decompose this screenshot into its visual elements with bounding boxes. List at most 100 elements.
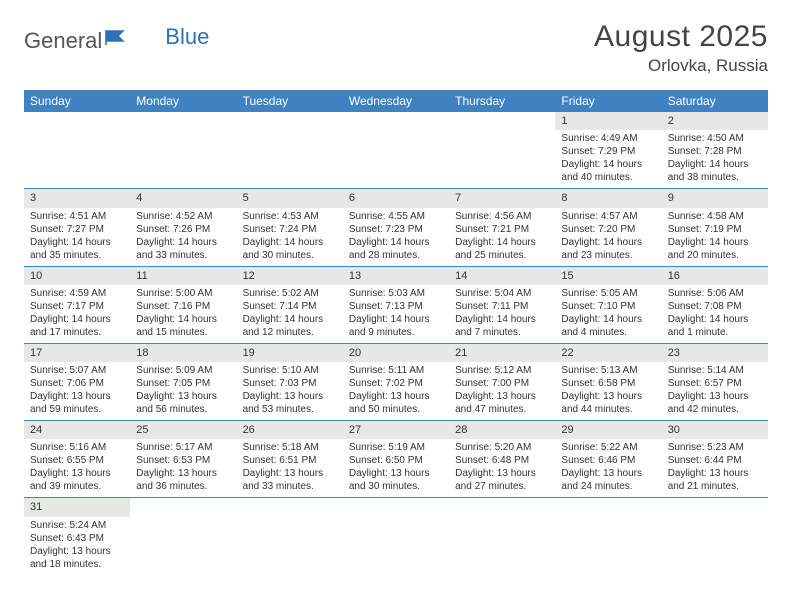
day-dl1: Daylight: 13 hours [30,545,124,558]
day-number: 20 [343,344,449,362]
day-ss: Sunset: 7:03 PM [243,377,337,390]
day-dl2: and 59 minutes. [30,403,124,416]
day-ss: Sunset: 7:20 PM [561,223,655,236]
day-number: 30 [662,421,768,439]
day-dl1: Daylight: 13 hours [561,467,655,480]
calendar-cell: 26Sunrise: 5:18 AMSunset: 6:51 PMDayligh… [237,421,343,498]
day-dl2: and 36 minutes. [136,480,230,493]
day-ss: Sunset: 6:43 PM [30,532,124,545]
weekday-thu: Thursday [449,90,555,112]
day-ss: Sunset: 7:17 PM [30,300,124,313]
day-details: Sunrise: 5:24 AMSunset: 6:43 PMDaylight:… [24,517,130,575]
day-number: 5 [237,189,343,207]
day-dl1: Daylight: 14 hours [668,158,762,171]
day-sr: Sunrise: 5:04 AM [455,287,549,300]
weekday-wed: Wednesday [343,90,449,112]
day-details: Sunrise: 5:06 AMSunset: 7:08 PMDaylight:… [662,285,768,343]
day-sr: Sunrise: 5:22 AM [561,441,655,454]
day-number-empty [449,112,555,130]
calendar-row: 31Sunrise: 5:24 AMSunset: 6:43 PMDayligh… [24,498,768,575]
calendar-cell: 22Sunrise: 5:13 AMSunset: 6:58 PMDayligh… [555,343,661,420]
day-sr: Sunrise: 4:52 AM [136,210,230,223]
day-dl1: Daylight: 14 hours [455,236,549,249]
day-ss: Sunset: 7:13 PM [349,300,443,313]
day-number: 18 [130,344,236,362]
day-ss: Sunset: 7:28 PM [668,145,762,158]
day-ss: Sunset: 6:50 PM [349,454,443,467]
calendar-cell [449,498,555,575]
day-sr: Sunrise: 5:14 AM [668,364,762,377]
day-details: Sunrise: 4:56 AMSunset: 7:21 PMDaylight:… [449,208,555,266]
day-sr: Sunrise: 4:57 AM [561,210,655,223]
day-ss: Sunset: 7:29 PM [561,145,655,158]
calendar-cell [130,112,236,189]
day-number: 16 [662,267,768,285]
day-ss: Sunset: 7:08 PM [668,300,762,313]
day-sr: Sunrise: 4:55 AM [349,210,443,223]
day-details: Sunrise: 4:49 AMSunset: 7:29 PMDaylight:… [555,130,661,188]
day-dl2: and 21 minutes. [668,480,762,493]
day-ss: Sunset: 7:06 PM [30,377,124,390]
day-sr: Sunrise: 4:59 AM [30,287,124,300]
day-ss: Sunset: 7:02 PM [349,377,443,390]
calendar-cell [662,498,768,575]
flag-icon [105,29,127,47]
day-ss: Sunset: 7:19 PM [668,223,762,236]
day-ss: Sunset: 7:24 PM [243,223,337,236]
day-dl2: and 9 minutes. [349,326,443,339]
day-details: Sunrise: 5:11 AMSunset: 7:02 PMDaylight:… [343,362,449,420]
day-ss: Sunset: 7:00 PM [455,377,549,390]
day-ss: Sunset: 7:23 PM [349,223,443,236]
day-number: 22 [555,344,661,362]
page-header: General Blue August 2025 Orlovka, Russia [24,20,768,76]
day-ss: Sunset: 6:44 PM [668,454,762,467]
day-number: 26 [237,421,343,439]
day-number: 4 [130,189,236,207]
day-sr: Sunrise: 5:05 AM [561,287,655,300]
day-details: Sunrise: 4:57 AMSunset: 7:20 PMDaylight:… [555,208,661,266]
day-dl2: and 56 minutes. [136,403,230,416]
day-details: Sunrise: 5:02 AMSunset: 7:14 PMDaylight:… [237,285,343,343]
calendar-cell: 23Sunrise: 5:14 AMSunset: 6:57 PMDayligh… [662,343,768,420]
weekday-header-row: Sunday Monday Tuesday Wednesday Thursday… [24,90,768,112]
day-details: Sunrise: 5:17 AMSunset: 6:53 PMDaylight:… [130,439,236,497]
day-number: 14 [449,267,555,285]
day-ss: Sunset: 6:58 PM [561,377,655,390]
day-dl1: Daylight: 14 hours [30,236,124,249]
day-dl2: and 50 minutes. [349,403,443,416]
day-details: Sunrise: 5:05 AMSunset: 7:10 PMDaylight:… [555,285,661,343]
day-dl1: Daylight: 14 hours [243,236,337,249]
day-details: Sunrise: 5:14 AMSunset: 6:57 PMDaylight:… [662,362,768,420]
calendar-cell [237,498,343,575]
day-dl2: and 24 minutes. [561,480,655,493]
calendar-cell: 3Sunrise: 4:51 AMSunset: 7:27 PMDaylight… [24,189,130,266]
calendar-cell: 28Sunrise: 5:20 AMSunset: 6:48 PMDayligh… [449,421,555,498]
day-number-empty [130,112,236,130]
day-dl2: and 28 minutes. [349,249,443,262]
day-sr: Sunrise: 5:03 AM [349,287,443,300]
day-number: 6 [343,189,449,207]
calendar-cell [237,112,343,189]
day-dl2: and 42 minutes. [668,403,762,416]
day-sr: Sunrise: 5:19 AM [349,441,443,454]
day-ss: Sunset: 6:46 PM [561,454,655,467]
day-sr: Sunrise: 5:10 AM [243,364,337,377]
weekday-sat: Saturday [662,90,768,112]
day-dl1: Daylight: 14 hours [349,313,443,326]
day-sr: Sunrise: 5:20 AM [455,441,549,454]
day-dl1: Daylight: 14 hours [136,313,230,326]
day-ss: Sunset: 7:11 PM [455,300,549,313]
day-details: Sunrise: 4:59 AMSunset: 7:17 PMDaylight:… [24,285,130,343]
day-details: Sunrise: 4:58 AMSunset: 7:19 PMDaylight:… [662,208,768,266]
day-dl2: and 40 minutes. [561,171,655,184]
day-number: 17 [24,344,130,362]
day-ss: Sunset: 7:14 PM [243,300,337,313]
calendar-table: Sunday Monday Tuesday Wednesday Thursday… [24,90,768,575]
title-block: August 2025 Orlovka, Russia [594,20,768,76]
day-dl2: and 23 minutes. [561,249,655,262]
day-dl1: Daylight: 13 hours [349,390,443,403]
day-dl2: and 20 minutes. [668,249,762,262]
calendar-cell: 15Sunrise: 5:05 AMSunset: 7:10 PMDayligh… [555,266,661,343]
day-details: Sunrise: 5:09 AMSunset: 7:05 PMDaylight:… [130,362,236,420]
day-dl1: Daylight: 14 hours [136,236,230,249]
